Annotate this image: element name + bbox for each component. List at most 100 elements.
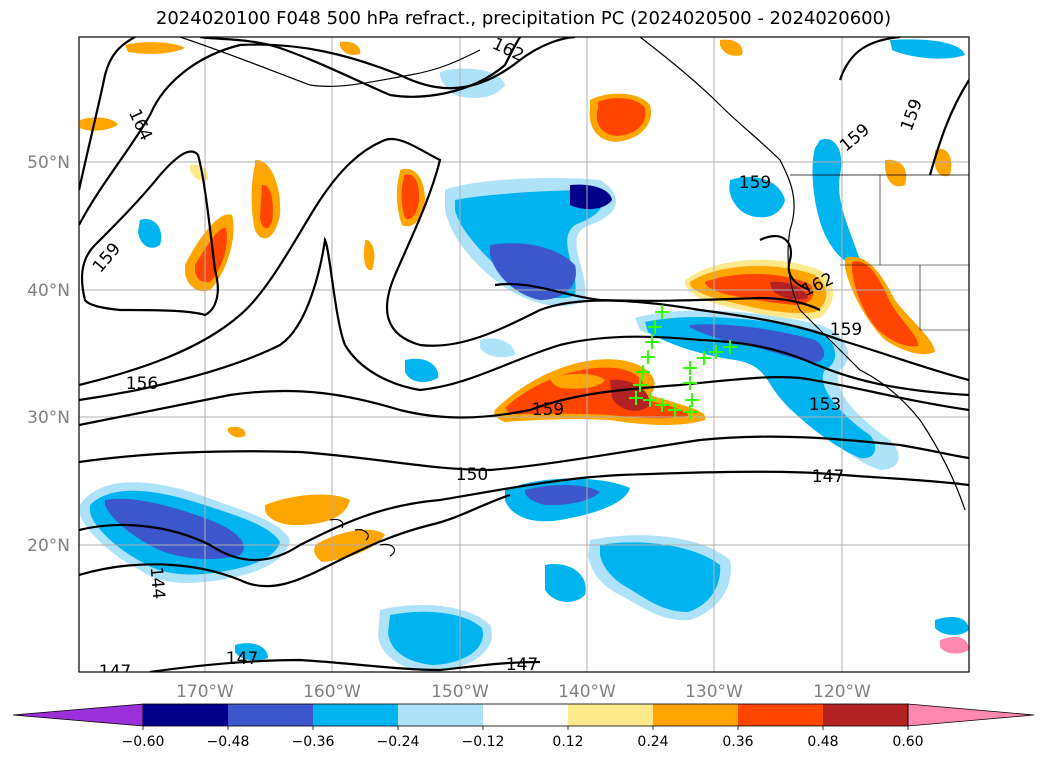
- positive-precip-region: [550, 373, 605, 389]
- contour-line: [79, 137, 969, 387]
- negative-precip-region: [935, 617, 969, 636]
- colorbar-segment: [738, 704, 823, 726]
- contour-line: [79, 37, 136, 191]
- longitude-tick-label: 130°W: [685, 682, 743, 702]
- positive-precip-region: [770, 281, 808, 300]
- colorbar-segment: [823, 704, 908, 726]
- contour-label: 147: [506, 655, 538, 675]
- latitude-tick-label: 20°N: [27, 536, 70, 556]
- ensemble-marker: [683, 376, 697, 390]
- colorbar-segment: [398, 704, 483, 726]
- positive-precip-region: [80, 117, 118, 131]
- positive-precip-region: [940, 637, 969, 654]
- ensemble-marker: [683, 405, 697, 419]
- ensemble-marker: [723, 340, 737, 354]
- contour-label: 153: [809, 395, 841, 415]
- colorbar-tick-label: −0.48: [207, 734, 250, 750]
- ensemble-marker: [685, 393, 699, 407]
- positive-precip-region: [934, 148, 952, 177]
- positive-precip-region: [340, 41, 361, 55]
- negative-precip-region: [690, 324, 825, 363]
- positive-precip-region: [401, 174, 420, 220]
- map-frame: [78, 36, 970, 673]
- contour-line: [80, 150, 219, 317]
- contour-line: [79, 493, 511, 588]
- colorbar: −0.60 −0.48 −0.36 −0.24 −0.12 0.12 0.24 0.36 0.4…: [12, 703, 1035, 750]
- contour-label: 147: [226, 649, 258, 669]
- positive-precip-region: [125, 42, 185, 54]
- contour-line: [79, 376, 969, 427]
- negative-precip-region: [480, 338, 515, 358]
- negative-precip-region: [405, 358, 439, 383]
- negative-precip-region: [388, 611, 483, 665]
- contour-label: 147: [99, 662, 131, 682]
- colorbar-tick-label: 0.12: [552, 734, 583, 750]
- positive-precip-region: [190, 164, 209, 181]
- colorbar-tick-label: −0.36: [292, 734, 335, 750]
- colorbar-tick-label: 0.60: [892, 734, 923, 750]
- colorbar-frame: [142, 703, 909, 727]
- latitude-axis: 50°N 40°N 30°N 20°N: [27, 153, 70, 556]
- contour-line: [79, 435, 969, 472]
- positive-precip-region: [363, 239, 375, 271]
- contour-line: [494, 282, 821, 311]
- colorbar-extend-low: [12, 703, 144, 727]
- positive-precip-region: [228, 426, 246, 438]
- negative-precip-region: [490, 243, 576, 300]
- latitude-tick-label: 50°N: [27, 153, 70, 173]
- colorbar-tick-label: 0.48: [807, 734, 838, 750]
- contour-label: 156: [126, 374, 158, 394]
- positive-precip-region: [720, 39, 743, 56]
- negative-precip-region: [890, 39, 965, 59]
- longitude-tick-label: 150°W: [431, 682, 489, 702]
- ensemble-marker: [709, 345, 723, 359]
- ensemble-marker: [668, 403, 682, 417]
- colorbar-tick-label: −0.60: [122, 734, 165, 750]
- ensemble-marker: [655, 305, 669, 319]
- colorbar-tick-label: 0.24: [637, 734, 668, 750]
- contour-label: 159: [739, 173, 771, 193]
- ensemble-marker: [643, 393, 657, 407]
- colorbar-extend-high: [907, 703, 1035, 727]
- longitude-tick-label: 120°W: [813, 682, 871, 702]
- alaska-coast: [179, 37, 481, 87]
- positive-precip-region: [596, 98, 646, 136]
- colorbar-segment: [228, 704, 313, 726]
- contour-line: [79, 236, 969, 402]
- latitude-tick-label: 30°N: [27, 408, 70, 428]
- latitude-tick-label: 40°N: [27, 281, 70, 301]
- negative-precip-region: [600, 542, 721, 612]
- colorbar-tick-label: 0.36: [722, 734, 753, 750]
- negative-precip-region: [729, 176, 785, 218]
- map-title: 2024020100 F048 500 hPa refract., precip…: [155, 8, 892, 29]
- contour-line: [759, 234, 811, 292]
- longitude-axis: 170°W 160°W 150°W 140°W 130°W 120°W: [176, 682, 871, 702]
- ensemble-marker: [641, 350, 655, 364]
- colorbar-segment: [653, 704, 738, 726]
- longitude-tick-label: 170°W: [176, 682, 234, 702]
- contour-label: 144: [146, 566, 169, 600]
- negative-precip-region: [138, 219, 162, 248]
- colorbar-segment: [313, 704, 398, 726]
- positive-precip-region: [194, 227, 227, 283]
- ensemble-marker: [645, 335, 659, 349]
- marker-layer: [629, 305, 737, 419]
- contour-label: 147: [812, 467, 844, 487]
- positive-precip-region: [852, 261, 919, 347]
- hawaii-islands: [329, 518, 395, 557]
- refractivity-contours: [79, 37, 969, 672]
- ensemble-marker: [648, 320, 662, 334]
- negative-precip-region: [570, 184, 612, 210]
- positive-precip-region: [885, 159, 907, 187]
- contour-line: [149, 658, 541, 672]
- ensemble-marker: [697, 351, 711, 365]
- negative-precip-region: [812, 139, 860, 264]
- colorbar-segment: [568, 704, 653, 726]
- contour-label: 159: [830, 320, 862, 340]
- contour-line: [838, 37, 969, 176]
- contour-line: [79, 470, 969, 561]
- longitude-tick-label: 140°W: [558, 682, 616, 702]
- positive-precip-region: [260, 184, 273, 229]
- positive-precip-region: [264, 494, 350, 525]
